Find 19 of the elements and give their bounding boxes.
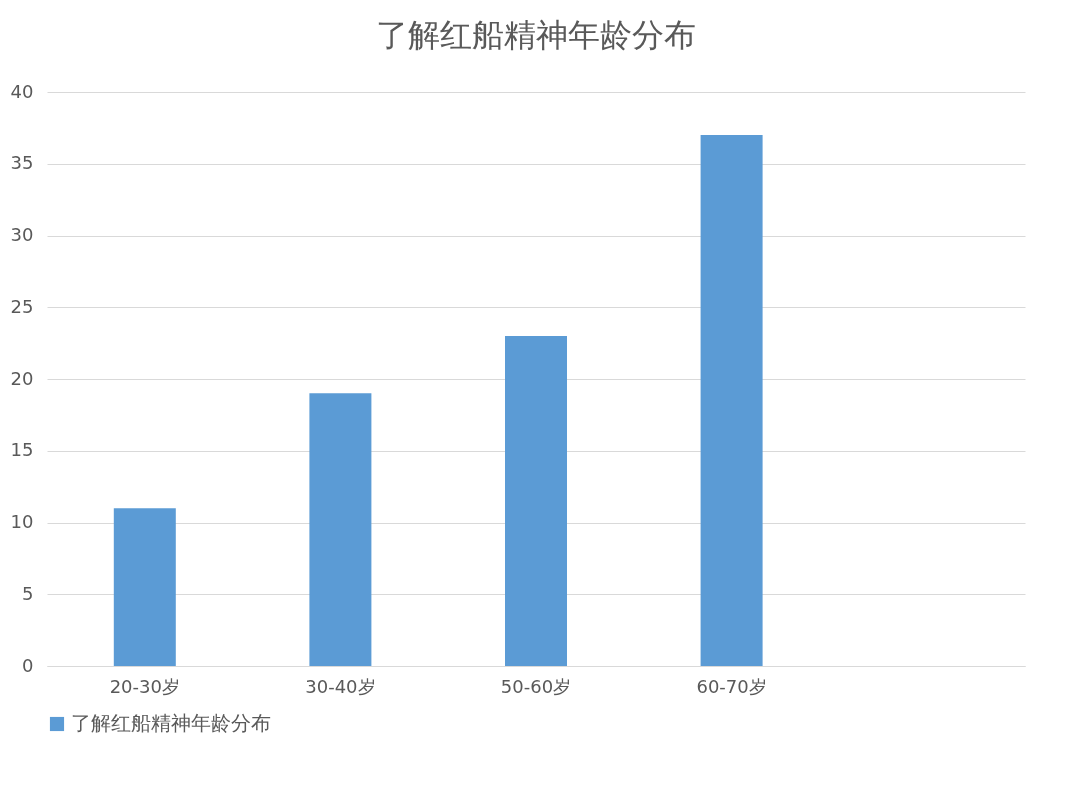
y-tick-label: 40 xyxy=(10,80,34,102)
bar xyxy=(113,508,176,666)
legend-label: 了解红船精神年龄分布 xyxy=(71,711,271,735)
y-tick-label: 5 xyxy=(22,582,34,604)
x-tick-label: 50-60岁 xyxy=(500,675,572,697)
y-tick-label: 10 xyxy=(10,511,34,532)
y-tick-label: 0 xyxy=(22,654,34,676)
bar xyxy=(309,393,372,666)
y-tick-label: 25 xyxy=(10,295,34,317)
y-tick-label: 15 xyxy=(10,439,34,461)
y-tick-label: 20 xyxy=(10,367,34,389)
bar xyxy=(505,335,567,666)
x-tick-label: 30-40岁 xyxy=(305,675,376,697)
bar xyxy=(700,135,763,666)
x-tick-label: 60-70岁 xyxy=(696,675,767,697)
x-tick-label: 20-30岁 xyxy=(109,675,180,697)
chart-title: 了解红船精神年龄分布 xyxy=(376,16,696,54)
y-tick-label: 35 xyxy=(10,152,34,174)
y-tick-label: 30 xyxy=(10,224,34,245)
